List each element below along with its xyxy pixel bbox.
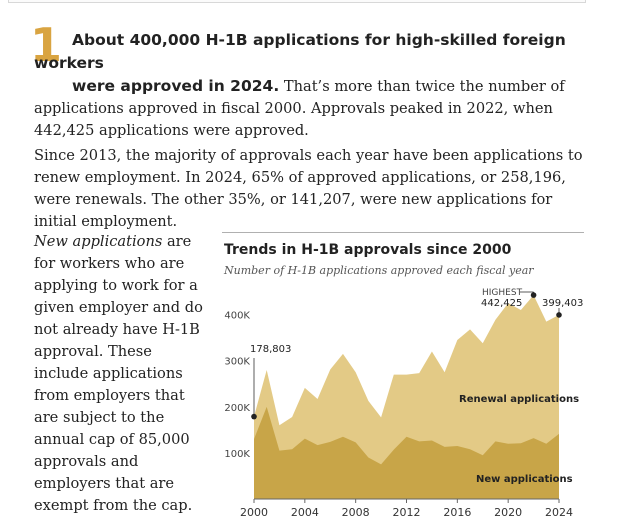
intro-rest: That’s more than twice the number of app… — [34, 78, 565, 139]
annotation-2000-marker — [251, 413, 257, 420]
annotation-2024-value: 399,403 — [542, 298, 583, 309]
chart-plot: 100K 200K 300K 400K 2000 2004 2008 2012 2016 2020… — [224, 288, 583, 519]
sidebar-term: New applications — [34, 233, 163, 250]
chart-top-rule — [222, 232, 584, 233]
y-tick-label: 300K — [224, 357, 250, 368]
x-tick-label: 2012 — [393, 506, 421, 519]
lead-line-1: About 400,000 H-1B applications for high… — [34, 31, 566, 72]
x-tick-label: 2016 — [443, 506, 471, 519]
renewal-applications-label: Renewal applications — [459, 394, 579, 405]
x-tick-label: 2020 — [494, 506, 522, 519]
y-tick-label: 200K — [224, 403, 250, 414]
annotation-2000-value: 178,803 — [250, 344, 291, 355]
new-applications-area — [254, 406, 559, 499]
section-number: 1 — [30, 18, 63, 72]
y-tick-label: 100K — [224, 449, 250, 460]
x-tick-label: 2024 — [545, 506, 573, 519]
intro-paragraph: About 400,000 H-1B applications for high… — [34, 29, 594, 142]
x-tick-label: 2008 — [342, 506, 370, 519]
annotation-highest-value: 442,425 — [481, 298, 522, 309]
y-tick-label: 400K — [224, 311, 250, 322]
sidebar-text: are for workers who are applying to work… — [34, 233, 203, 514]
preceding-box — [8, 0, 586, 3]
lead-line-2: were approved in 2024. — [72, 77, 280, 95]
annotation-highest-marker — [530, 292, 537, 298]
chart-title: Trends in H-1B approvals since 2000 — [224, 242, 512, 258]
chart-subtitle: Number of H-1B applications approved eac… — [224, 264, 534, 277]
x-tick-label: 2000 — [240, 506, 268, 519]
annotation-2024-marker — [556, 312, 562, 318]
sidebar-note: New applications are for workers who are… — [34, 231, 209, 517]
chart: Trends in H-1B approvals since 2000 Numb… — [222, 232, 584, 521]
new-applications-label: New applications — [476, 474, 573, 485]
renewal-paragraph: Since 2013, the majority of approvals ea… — [34, 147, 583, 230]
x-tick-label: 2004 — [291, 506, 319, 519]
annotation-highest-title: HIGHEST — [482, 288, 523, 298]
